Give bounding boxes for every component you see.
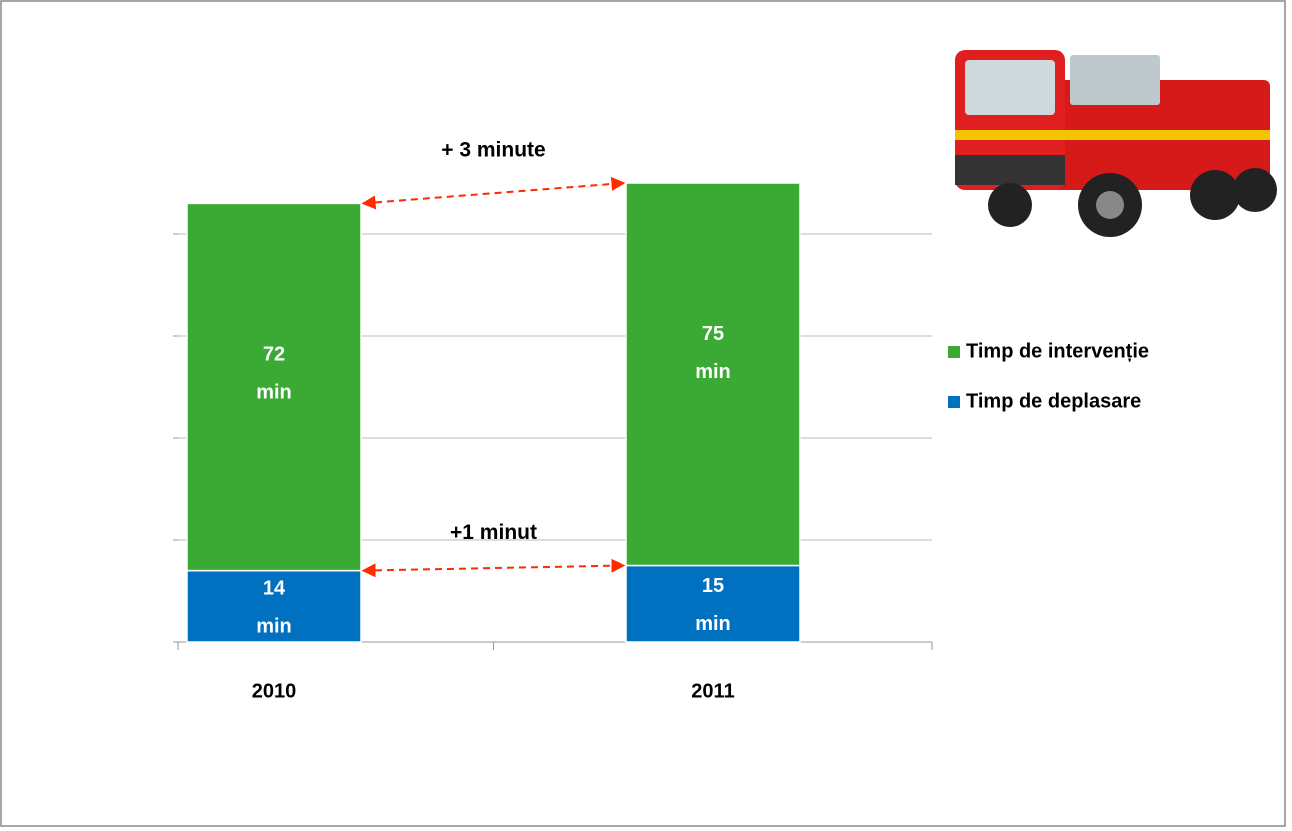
annotation: + 3 minute xyxy=(441,139,545,162)
legend-swatch xyxy=(948,346,960,358)
legend-label: Timp de deplasare xyxy=(966,390,1141,412)
annotation: +1 minut xyxy=(450,521,537,544)
legend-label: Timp de intervenție xyxy=(966,340,1149,362)
page: {"chart_data": {"type": "stacked-bar", "… xyxy=(0,0,1292,831)
x-tick-label: 2011 xyxy=(691,680,734,702)
legend-swatch xyxy=(948,396,960,408)
x-tick-label: 2010 xyxy=(252,680,297,702)
chart: 201014min72min201115min75min+1 minut+ 3 … xyxy=(0,0,1292,831)
